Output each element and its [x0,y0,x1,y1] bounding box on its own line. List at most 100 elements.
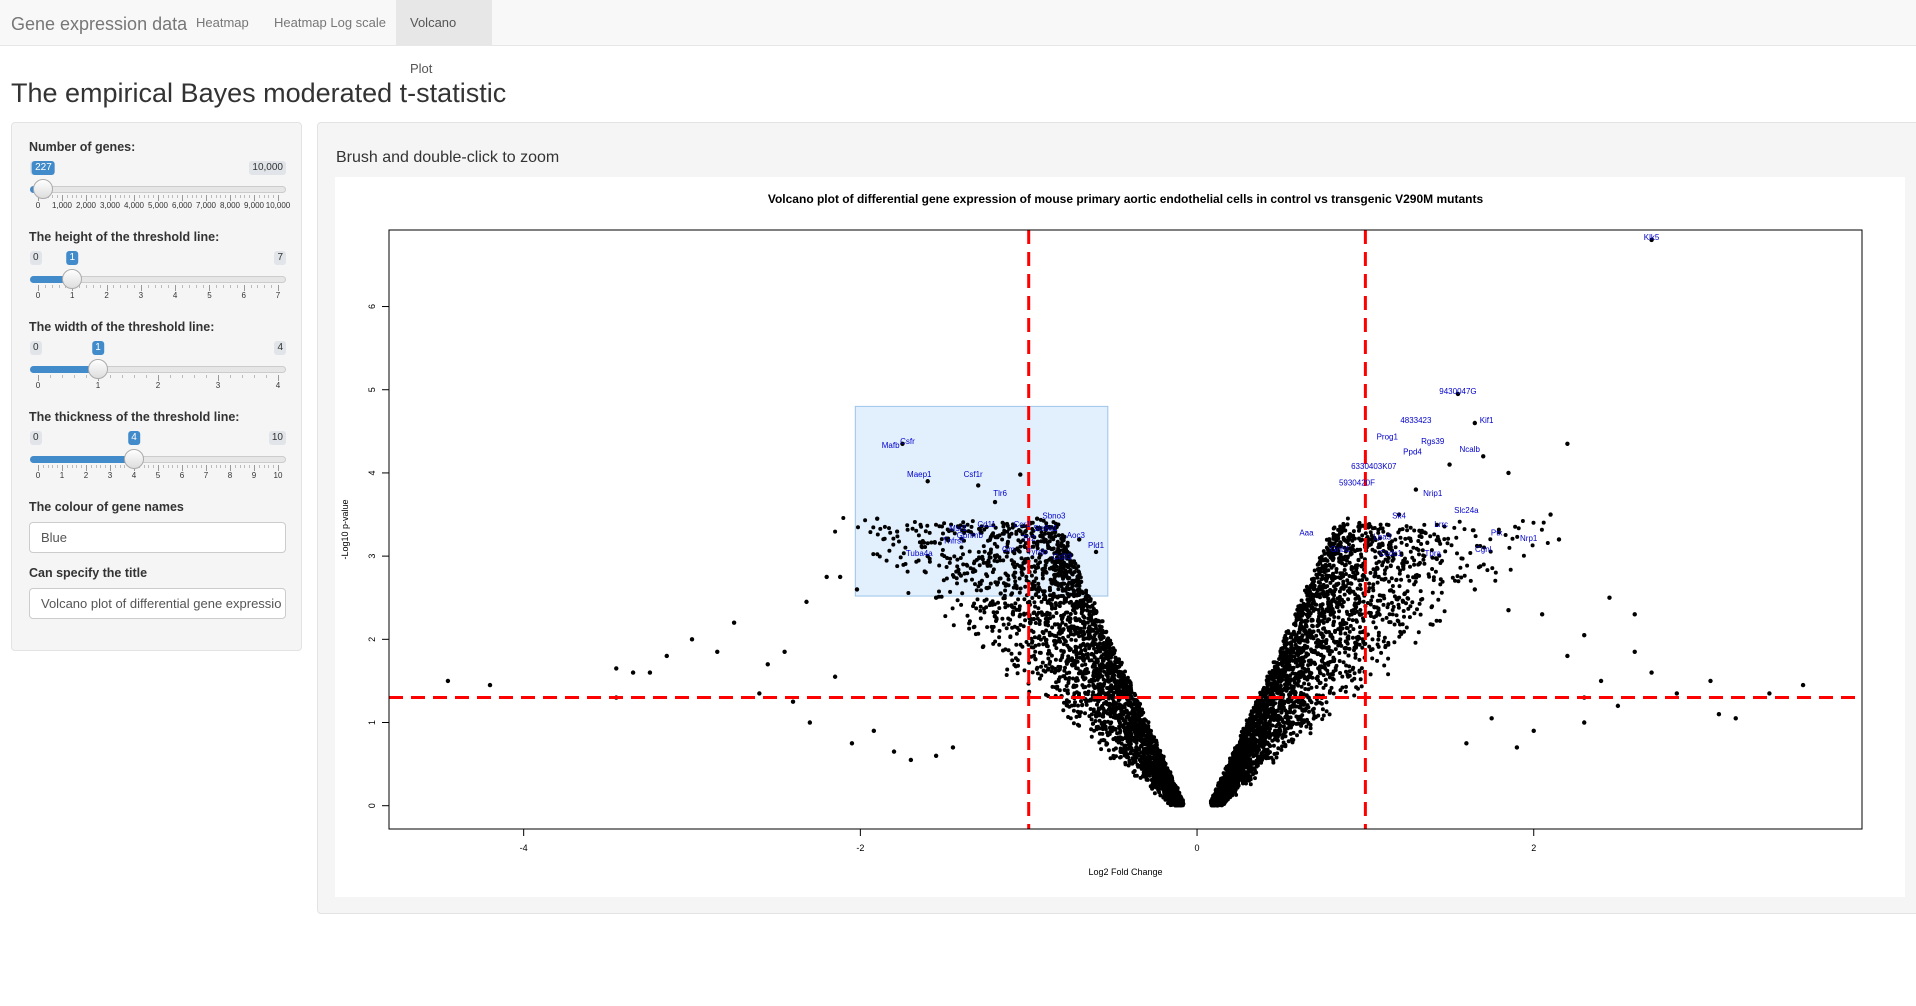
data-point [1401,599,1406,604]
data-point [1482,545,1486,550]
data-point [1473,534,1478,539]
data-point [1435,522,1439,527]
data-point [1312,568,1317,573]
data-point [1422,522,1427,527]
data-point [1111,737,1116,742]
slider-minor-tick [225,195,227,198]
genes-slider[interactable]: 0 10,000 227 01,0002,0003,0004,0005,0006… [30,161,290,211]
tab-heatmap-log-scale[interactable]: Heatmap Log scale [274,15,387,30]
data-point [1300,662,1305,667]
data-point [1507,545,1512,550]
data-point [1092,646,1096,651]
slider-track[interactable] [30,186,286,193]
data-point [1416,539,1421,543]
slider-tick-label: 1,000 [51,201,73,210]
data-point [1062,700,1066,705]
slider-minor-tick [268,465,270,468]
data-point [1068,612,1073,616]
colour-input[interactable]: Blue [29,522,286,553]
slider-tick-label: 4,000 [123,201,145,210]
data-point [1005,544,1010,549]
slider-fill [30,456,134,463]
data-point [1304,590,1309,595]
data-point [1404,601,1408,606]
data-point [1351,543,1355,548]
data-point [1371,582,1376,587]
slider-tick [38,285,39,291]
data-point [1095,660,1100,665]
data-point [1274,755,1279,760]
data-point [1126,763,1131,768]
data-point [1044,628,1049,633]
data-point [1356,524,1361,529]
data-point [972,601,977,606]
navbar-brand[interactable]: Gene expression data [11,14,188,34]
data-point [1324,537,1329,542]
slider-minor-tick [191,465,193,468]
data-point [1005,541,1010,546]
slider-minor-tick [146,375,147,378]
data-point [1059,648,1064,653]
volcano-plot[interactable]: Volcano plot of differential gene expres… [335,177,1905,897]
data-point [978,616,983,621]
slider-handle[interactable] [88,359,108,379]
data-point [891,536,896,541]
slider-tick-label: 8 [227,471,233,480]
slider-handle[interactable] [124,449,144,469]
slider-minor-tick [170,375,171,378]
tab-heatmap[interactable]: Heatmap [196,15,249,30]
slider-handle[interactable] [62,269,83,289]
data-point [992,614,997,619]
data-point [925,541,930,546]
data-point [1382,663,1387,668]
data-point [1376,633,1381,638]
slider-handle[interactable] [33,179,54,199]
data-point [1078,655,1082,660]
slider-minor-tick [210,465,212,468]
slider-minor-tick [74,375,75,378]
data-point [1462,573,1467,578]
data-point [1335,547,1339,552]
tab-volcano-plot[interactable]: Volcano Plot [396,0,492,76]
data-point [969,524,974,529]
data-point [1366,589,1371,594]
title-input[interactable]: Volcano plot of differential gene expres… [29,588,286,619]
data-point [1316,608,1321,612]
data-point [1066,645,1071,650]
data-point [1100,684,1105,689]
slider-minor-tick [113,285,115,288]
data-point [1122,705,1127,710]
data-point [1081,629,1086,634]
data-point [1339,643,1344,648]
data-point [1087,630,1092,635]
data-point [1075,655,1079,660]
data-point [1541,520,1546,525]
data-point [1005,550,1010,555]
data-point [1336,536,1341,541]
slider-tick-label: 1 [59,471,65,480]
data-point [1417,552,1421,557]
data-point [1031,528,1036,533]
data-point [1318,595,1322,600]
data-point [1267,726,1272,731]
data-point [1067,699,1071,704]
data-point [1346,653,1351,658]
slider-tick-label: 2 [83,471,89,480]
data-point [878,526,883,531]
slider-tick-label: 0 [35,291,41,300]
data-point [875,532,880,537]
slider-tick [158,195,159,201]
data-point [1338,544,1343,549]
thickness-slider[interactable]: 0 10 4 0 1 2 3 4 5 6 7 8 9 10 [30,431,286,481]
volcano-plot-svg[interactable]: Volcano plot of differential gene expres… [335,177,1905,897]
data-point [1321,685,1326,690]
data-point [1248,782,1253,787]
data-point [1129,734,1134,739]
data-point [1022,597,1027,602]
data-point [945,556,950,560]
data-point [1330,636,1335,641]
data-point [1418,612,1423,617]
data-point [1402,614,1406,619]
